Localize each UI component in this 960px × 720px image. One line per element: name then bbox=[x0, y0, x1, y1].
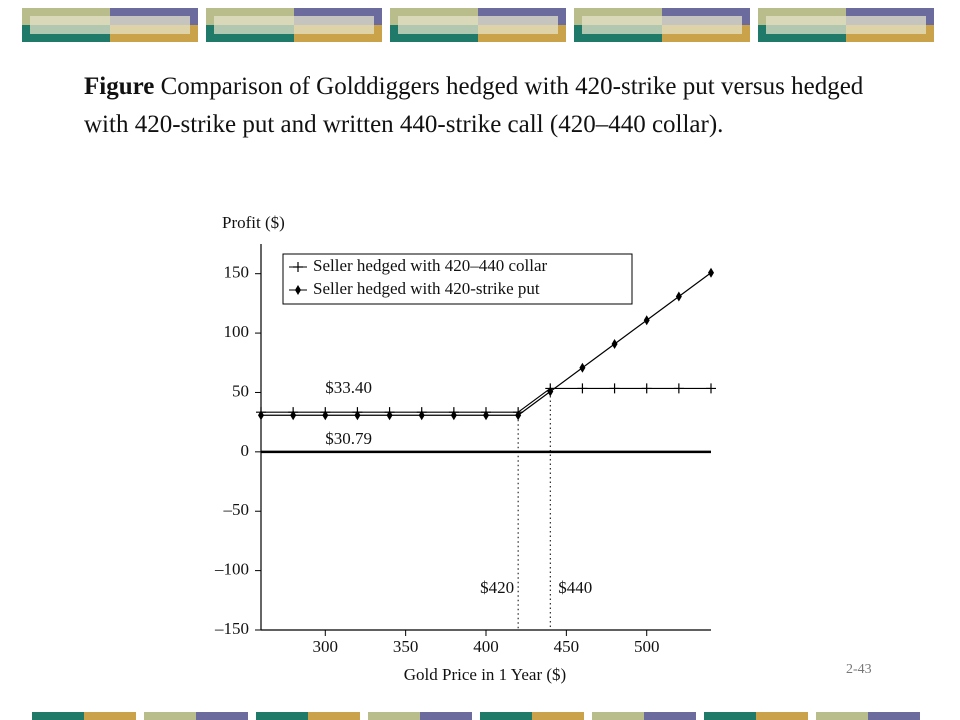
reference-label: $420 bbox=[480, 578, 514, 597]
legend-label: Seller hedged with 420-strike put bbox=[313, 279, 540, 298]
marker bbox=[643, 315, 650, 326]
marker bbox=[515, 410, 522, 421]
deco bbox=[214, 16, 374, 34]
marker bbox=[483, 410, 489, 421]
x-axis-label: Gold Price in 1 Year ($) bbox=[404, 665, 566, 684]
marker bbox=[611, 339, 618, 350]
marker bbox=[708, 267, 714, 278]
deco bbox=[308, 712, 360, 720]
deco bbox=[756, 712, 808, 720]
marker bbox=[418, 410, 425, 421]
marker bbox=[295, 285, 301, 295]
deco bbox=[480, 712, 532, 720]
deco bbox=[32, 712, 84, 720]
legend-box bbox=[282, 253, 633, 305]
marker bbox=[386, 410, 393, 421]
marker bbox=[547, 386, 554, 397]
y-axis-label: Profit ($) bbox=[222, 213, 285, 232]
x-tick-label: 450 bbox=[554, 637, 580, 656]
deco bbox=[144, 712, 196, 720]
heading-label: Figure bbox=[84, 73, 155, 100]
marker bbox=[641, 383, 652, 394]
deco bbox=[532, 712, 584, 720]
x-tick-label: 300 bbox=[313, 637, 339, 656]
y-tick-label: 150 bbox=[224, 263, 250, 282]
heading: Figure Comparison of Golddiggers hedged … bbox=[84, 68, 884, 144]
marker bbox=[322, 410, 329, 421]
marker bbox=[258, 410, 264, 421]
y-tick-label: 50 bbox=[232, 381, 249, 400]
y-tick-label: –150 bbox=[214, 619, 249, 638]
deco bbox=[420, 712, 472, 720]
legend-label: Seller hedged with 420–440 collar bbox=[313, 256, 548, 275]
marker bbox=[293, 262, 303, 272]
deco bbox=[766, 16, 926, 34]
deco bbox=[582, 16, 742, 34]
deco bbox=[868, 712, 920, 720]
marker bbox=[579, 362, 586, 373]
annotation: $30.79 bbox=[325, 429, 372, 448]
heading-text: Comparison of Golddiggers hedged with 42… bbox=[84, 73, 864, 138]
marker bbox=[706, 383, 716, 394]
deco bbox=[256, 712, 308, 720]
x-tick-label: 500 bbox=[634, 637, 660, 656]
deco bbox=[30, 16, 190, 34]
y-tick-label: –100 bbox=[214, 560, 249, 579]
deco bbox=[398, 16, 558, 34]
y-tick-label: –50 bbox=[223, 500, 250, 519]
marker bbox=[450, 410, 457, 421]
marker bbox=[577, 383, 588, 394]
page-number: 2-43 bbox=[846, 662, 872, 677]
marker bbox=[290, 410, 297, 421]
marker bbox=[354, 410, 361, 421]
marker bbox=[673, 383, 684, 394]
x-tick-label: 350 bbox=[393, 637, 419, 656]
bottom-banner bbox=[32, 712, 920, 720]
reference-label: $440 bbox=[558, 578, 592, 597]
deco bbox=[816, 712, 868, 720]
deco bbox=[592, 712, 644, 720]
marker bbox=[675, 291, 682, 302]
deco bbox=[644, 712, 696, 720]
deco bbox=[196, 712, 248, 720]
annotation: $33.40 bbox=[325, 378, 372, 397]
x-tick-label: 400 bbox=[473, 637, 499, 656]
y-tick-label: 100 bbox=[224, 322, 250, 341]
deco bbox=[84, 712, 136, 720]
deco bbox=[368, 712, 420, 720]
marker bbox=[609, 383, 620, 394]
deco bbox=[704, 712, 756, 720]
top-banner bbox=[22, 8, 934, 42]
y-tick-label: 0 bbox=[241, 441, 250, 460]
